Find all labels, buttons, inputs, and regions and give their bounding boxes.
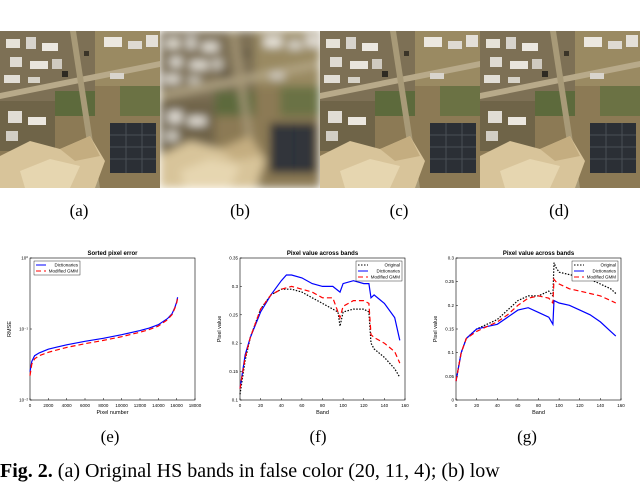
y-tick-label: 0.15 (229, 369, 238, 374)
series-line-original (239, 288, 401, 395)
chart-g: Pixel value across bands 0 20 40 60 80 100 120 1… (430, 246, 640, 416)
x-tick-label: 0 (29, 403, 32, 408)
x-tick-label: 60 (515, 403, 521, 408)
series-line-modified-gmm (29, 298, 179, 376)
y-tick-label: 0 (451, 398, 454, 403)
y-tick-label: 0.2 (448, 303, 455, 308)
x-tick-label: 12000 (134, 403, 147, 408)
x-tick-label: 0 (239, 403, 242, 408)
x-tick-label: 160 (401, 403, 409, 408)
x-tick-label: 100 (339, 403, 347, 408)
x-tick-label: 100 (555, 403, 563, 408)
chart-f: Pixel value across bands 0 20 40 60 80 100 120 1… (214, 246, 424, 416)
y-tick-label: 10⁻² (19, 398, 28, 403)
chart-g-svg: Pixel value across bands 0 20 40 60 80 100 120 1… (433, 251, 625, 416)
y-tick-label: 10⁻¹ (19, 327, 28, 332)
x-axis-label: Pixel number (96, 410, 128, 416)
legend-entry: Dictionaries (376, 269, 400, 274)
chart-e: Sorted pixel error 0 2000 4000 6000 8000 10000… (4, 246, 209, 416)
legend-entry: Dictionaries (592, 269, 616, 274)
legend-entry: Modified GMM (49, 269, 79, 274)
x-tick-label: 40 (495, 403, 501, 408)
x-tick-label: 80 (536, 403, 542, 408)
figure-caption: Fig. 2. (a) Original HS bands in false c… (0, 460, 640, 483)
y-tick-label: 0.05 (445, 374, 454, 379)
y-tick-label: 0.15 (445, 327, 454, 332)
x-tick-label: 6000 (80, 403, 91, 408)
x-tick-label: 20 (474, 403, 480, 408)
y-tick-label: 10⁰ (21, 256, 28, 261)
legend-entry: Original (600, 263, 616, 268)
legend-box (571, 260, 619, 282)
chart-f-svg: Pixel value across bands 0 20 40 60 80 100 120 1… (217, 251, 409, 416)
x-tick-label: 140 (597, 403, 605, 408)
x-tick-label: 120 (576, 403, 584, 408)
legend-entry: Modified GMM (371, 275, 401, 280)
panel-d-image (480, 31, 640, 188)
x-axis-label: Band (316, 410, 329, 416)
panel-c-image (320, 31, 480, 188)
x-tick-label: 120 (360, 403, 368, 408)
x-tick-label: 40 (279, 403, 285, 408)
x-tick-label: 0 (455, 403, 458, 408)
legend-box (355, 260, 403, 282)
legend-entry: Dictionaries (54, 263, 78, 268)
x-tick-label: 4000 (62, 403, 73, 408)
x-tick-label: 18000 (189, 403, 202, 408)
y-tick-label: 0.35 (229, 256, 238, 261)
y-tick-label: 0.3 (448, 256, 455, 261)
series-line-modified-gmm (455, 277, 617, 382)
y-tick-label: 0.1 (232, 398, 239, 403)
y-axis-label: Pixel value (433, 316, 439, 343)
plot-area (29, 257, 196, 401)
panel-label-d: (d) (549, 201, 569, 220)
series-line-modified-gmm (239, 285, 401, 389)
panel-label-b: (b) (230, 201, 250, 220)
x-tick-label: 160 (617, 403, 625, 408)
panel-label-g: (g) (517, 427, 537, 446)
x-axis-label: Band (532, 410, 545, 416)
figure-caption-label: Fig. 2. (0, 460, 53, 482)
x-tick-label: 80 (320, 403, 326, 408)
x-tick-label: 140 (381, 403, 389, 408)
chart-e-svg: Sorted pixel error 0 2000 4000 6000 8000 10000… (7, 251, 202, 416)
y-tick-label: 0.25 (445, 279, 454, 284)
x-tick-label: 2000 (43, 403, 54, 408)
x-tick-label: 10000 (115, 403, 128, 408)
chart-title: Pixel value across bands (503, 251, 575, 257)
y-tick-label: 0.3 (232, 284, 239, 289)
legend-entry: Modified GMM (587, 275, 617, 280)
panel-label-e: (e) (100, 427, 120, 446)
panel-a-image (0, 31, 160, 188)
x-tick-label: 16000 (170, 403, 183, 408)
y-tick-label: 0.1 (448, 350, 455, 355)
series-line-dictionaries (29, 297, 179, 372)
y-tick-label: 0.25 (229, 312, 238, 317)
panel-label-c: (c) (389, 201, 409, 220)
x-tick-label: 14000 (152, 403, 165, 408)
panel-label-f: (f) (309, 427, 327, 446)
y-axis-label: RMSE (7, 321, 13, 337)
series-line-dictionaries (455, 299, 617, 382)
y-tick-label: 0.2 (232, 341, 239, 346)
figure-caption-text: (a) Original HS bands in false color (20… (57, 460, 500, 482)
chart-title: Sorted pixel error (87, 251, 138, 257)
legend-entry: Original (384, 263, 400, 268)
y-axis-label: Pixel value (217, 316, 223, 343)
chart-title: Pixel value across bands (287, 251, 359, 257)
series-line-dictionaries (239, 274, 401, 389)
x-tick-label: 20 (258, 403, 264, 408)
panel-label-a: (a) (69, 201, 89, 220)
panel-b-image (160, 31, 320, 188)
x-tick-label: 8000 (98, 403, 109, 408)
x-tick-label: 60 (299, 403, 305, 408)
